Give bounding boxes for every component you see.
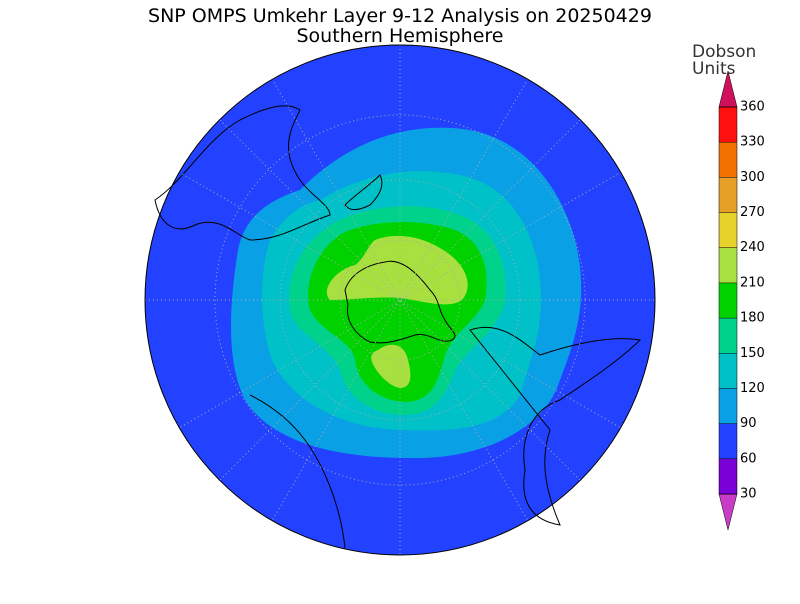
colorbar-tick-label: 30 — [740, 487, 757, 502]
colorbar-tick-label: 210 — [740, 275, 765, 290]
colorbar-band — [719, 142, 737, 178]
colorbar: 30 60 90 120 150 180 210 240 270 300 330 360 — [718, 70, 765, 531]
contour-region — [326, 235, 468, 305]
colorbar-tick-label: 360 — [740, 100, 765, 115]
title: SNP OMPS Umkehr Layer 9-12 Analysis on 2… — [148, 5, 652, 27]
colorbar-band — [719, 212, 737, 248]
colorbar-band — [719, 177, 737, 213]
colorbar-tick-label: 300 — [740, 170, 765, 185]
colorbar-tick-label: 90 — [740, 416, 757, 431]
colorbar-label: Dobson — [692, 42, 756, 62]
colorbar-tick-label: 240 — [740, 240, 765, 255]
colorbar-band — [719, 318, 737, 354]
subtitle: Southern Hemisphere — [296, 25, 503, 47]
colorbar-tick-label: 330 — [740, 135, 765, 150]
colorbar-tick-label: 150 — [740, 346, 765, 361]
colorbar-band — [719, 282, 737, 319]
contour-region — [371, 344, 411, 388]
colorbar-tick-label: 120 — [740, 381, 765, 396]
colorbar-band — [719, 353, 737, 389]
colorbar-band — [719, 247, 737, 283]
colorbar-band — [719, 388, 737, 424]
map-border — [144, 44, 656, 556]
colorbar-band — [719, 107, 737, 143]
colorbar-tick-label: 180 — [740, 311, 765, 326]
colorbar-tick-label: 270 — [740, 205, 765, 220]
coastlines — [154, 105, 642, 549]
colorbar-band — [719, 458, 737, 494]
colorbar-label: Units — [692, 59, 736, 79]
graticule — [145, 45, 655, 555]
colorbar-under — [718, 493, 738, 531]
colorbar-tick-label: 60 — [740, 451, 757, 466]
map — [144, 44, 656, 556]
colorbar-band — [719, 423, 737, 459]
